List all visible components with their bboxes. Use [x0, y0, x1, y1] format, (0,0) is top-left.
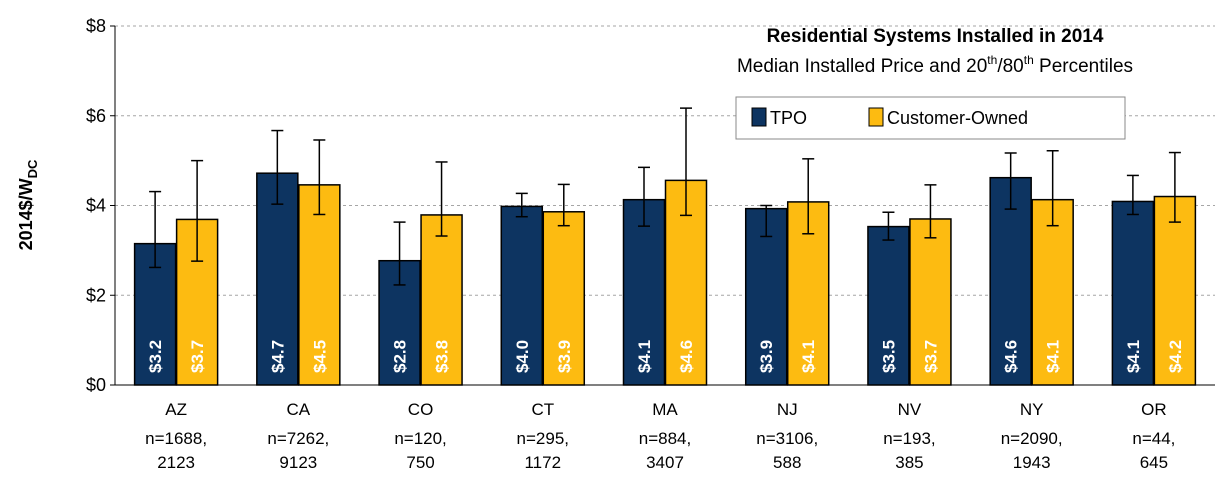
bar-value-label: $3.9 — [757, 340, 776, 373]
category-count-line2: 9123 — [279, 453, 317, 472]
bars — [133, 172, 1197, 386]
error-bars — [149, 107, 1181, 286]
category-label: AZ — [165, 400, 187, 419]
bar-value-label: $2.8 — [391, 340, 410, 373]
legend: TPO Customer-Owned — [735, 96, 1126, 140]
category-count-line1: n=44, — [1132, 429, 1175, 448]
category-label: NJ — [777, 400, 798, 419]
bar-value-label: $3.9 — [555, 340, 574, 373]
y-tick-label: $2 — [86, 285, 106, 305]
category-label: MA — [652, 400, 678, 419]
category-count-line1: n=193, — [883, 429, 935, 448]
category-label: NY — [1020, 400, 1044, 419]
y-axis-ticks: $0 $2 $4 $6 $8 — [86, 16, 115, 395]
bar-value-label: $4.6 — [677, 340, 696, 373]
y-axis-label-sub: DC — [25, 159, 40, 178]
subtitle-part3: Percentiles — [1034, 56, 1133, 77]
bar-tpo-or — [1111, 200, 1155, 386]
chart-subtitle: Median Installed Price and 20th/80th Per… — [737, 53, 1133, 77]
bar-value-label: $3.7 — [188, 340, 207, 373]
bar-value-label: $3.2 — [146, 340, 165, 373]
bar-tpo-nv — [867, 225, 910, 386]
category-label: CO — [408, 400, 434, 419]
bar-value-labels: $3.2 $3.7 $4.7 $4.5 $2.8 $3.8 $4.0 $3.9 $4.1 $4.6… — [146, 340, 1185, 373]
bar-value-label: $4.1 — [799, 340, 818, 373]
category-count-line2: 645 — [1140, 453, 1168, 472]
chart-title: Residential Systems Installed in 2014 — [767, 26, 1104, 47]
category-label: CT — [531, 400, 554, 419]
legend-label-tpo: TPO — [770, 108, 807, 128]
y-tick-label: $0 — [86, 375, 106, 395]
bar-value-label: $4.7 — [268, 340, 287, 373]
category-count-line1: n=1688, — [145, 429, 207, 448]
subtitle-sup2: th — [1024, 53, 1034, 67]
category-count-line2: 1943 — [1013, 453, 1051, 472]
bar-customer-owned-ny — [1031, 198, 1074, 386]
y-tick-label: $4 — [86, 196, 106, 216]
category-count-line2: 2123 — [157, 453, 195, 472]
bar-customer-owned-nv — [909, 218, 952, 386]
subtitle-part1: Median Installed Price and 20 — [737, 56, 987, 77]
legend-swatch-customer-owned — [868, 107, 884, 127]
subtitle-sup1: th — [987, 53, 997, 67]
category-count-line1: n=884, — [639, 429, 691, 448]
legend-swatch-tpo — [751, 107, 767, 127]
bar-value-label: $3.5 — [879, 340, 898, 373]
category-count-line2: 1172 — [524, 453, 561, 472]
bar-value-label: $4.5 — [310, 340, 329, 373]
bar-value-label: $4.0 — [513, 340, 532, 373]
category-count-line1: n=120, — [394, 429, 446, 448]
x-axis-categories: AZ n=1688, 2123 CA n=7262, 9123 CO n=120, 750 CT n… — [145, 400, 1175, 472]
category-count-line1: n=295, — [517, 429, 569, 448]
bar-value-label: $4.6 — [1002, 340, 1021, 373]
subtitle-part2: /80 — [997, 56, 1023, 77]
bar-value-label: $4.1 — [1124, 340, 1143, 373]
category-label: NV — [898, 400, 922, 419]
bar-tpo-ma — [622, 198, 666, 386]
category-count-line2: 3407 — [646, 453, 684, 472]
legend-label-customer-owned: Customer-Owned — [887, 108, 1028, 128]
bar-value-label: $3.8 — [433, 340, 452, 373]
category-label: CA — [287, 400, 311, 419]
category-count-line1: n=2090, — [1001, 429, 1063, 448]
legend-box — [735, 96, 1126, 140]
y-tick-label: $6 — [86, 106, 106, 126]
bar-customer-owned-or — [1153, 195, 1197, 386]
bar-tpo-ct — [500, 205, 544, 386]
bar-customer-owned-ct — [542, 211, 586, 386]
category-label: OR — [1141, 400, 1167, 419]
bar-value-label: $4.1 — [1044, 340, 1063, 373]
category-count-line2: 385 — [895, 453, 923, 472]
y-axis-label-main: 2014$/W — [16, 178, 36, 250]
y-tick-label: $8 — [86, 16, 106, 36]
bar-value-label: $4.1 — [635, 340, 654, 373]
category-count-line1: n=3106, — [756, 429, 818, 448]
category-count-line2: 750 — [406, 453, 434, 472]
bar-tpo-ny — [989, 176, 1032, 386]
bar-value-label: $3.7 — [921, 340, 940, 373]
category-count-line1: n=7262, — [267, 429, 329, 448]
axes — [114, 26, 1215, 386]
y-axis-label: 2014$/WDC — [16, 159, 40, 250]
bar-value-label: $4.2 — [1166, 340, 1185, 373]
category-count-line2: 588 — [773, 453, 801, 472]
